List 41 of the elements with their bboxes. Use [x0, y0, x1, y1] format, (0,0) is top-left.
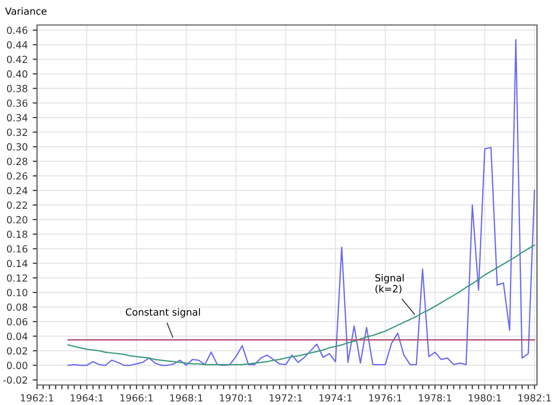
x-tick-label: 1962:1 [20, 394, 54, 402]
x-tick-label: 1968:1 [170, 394, 202, 402]
y-axis-title: Variance [5, 7, 46, 15]
y-tick-label: 0.16 [6, 245, 28, 253]
x-tick-label: 1964:1 [70, 394, 103, 402]
y-tick-label: 0.08 [6, 304, 28, 311]
y-tick-label: 0.34 [6, 114, 28, 122]
x-tick-label: 1972:1 [270, 394, 302, 402]
y-tick-label: 0.38 [6, 84, 28, 92]
y-tick-label: 0.28 [6, 158, 28, 166]
y-tick-label: -0.02 [3, 376, 27, 384]
y-tick-label: 0.26 [6, 172, 28, 180]
x-tick-label: 1980:1 [468, 394, 501, 402]
y-tick-label: 0.30 [6, 143, 28, 151]
y-tick-label: 0.42 [6, 56, 27, 64]
y-tick-label: 0.04 [6, 332, 28, 340]
y-tick-label: 0.22 [6, 201, 27, 209]
line-series [67, 38, 536, 366]
y-tick-label: 0.12 [6, 274, 27, 282]
x-tick-label: 1974:1 [319, 394, 352, 402]
y-tick-label: 0.44 [6, 41, 28, 49]
y-tick-label: 0.32 [6, 128, 27, 136]
text: Constant signal [126, 308, 200, 318]
x-tick-label: 1966:1 [120, 394, 153, 402]
y-tick-label: 0.24 [6, 186, 28, 194]
x-tick-label: 1978:1 [418, 394, 452, 402]
y-tick-label: 0.20 [6, 216, 28, 224]
x-tick-label: 1976:1 [369, 394, 402, 402]
y-tick-label: 0.14 [6, 260, 28, 268]
text: Signal (k=2) [375, 274, 404, 294]
line-series [67, 244, 536, 366]
y-tick-label: 0.18 [6, 230, 28, 238]
y-tick-label: 0.40 [6, 70, 28, 78]
x-tick-label: 1970:1 [220, 394, 252, 402]
y-tick-label: 0.10 [6, 288, 28, 296]
y-tick-label: 0.00 [6, 362, 28, 370]
y-tick-label: 0.06 [6, 318, 28, 326]
x-tick-label: 1982:1 [518, 394, 551, 402]
y-tick-label: 0.02 [6, 347, 27, 355]
y-tick-label: 0.36 [6, 99, 28, 107]
y-tick-label: 0.46 [6, 26, 28, 34]
